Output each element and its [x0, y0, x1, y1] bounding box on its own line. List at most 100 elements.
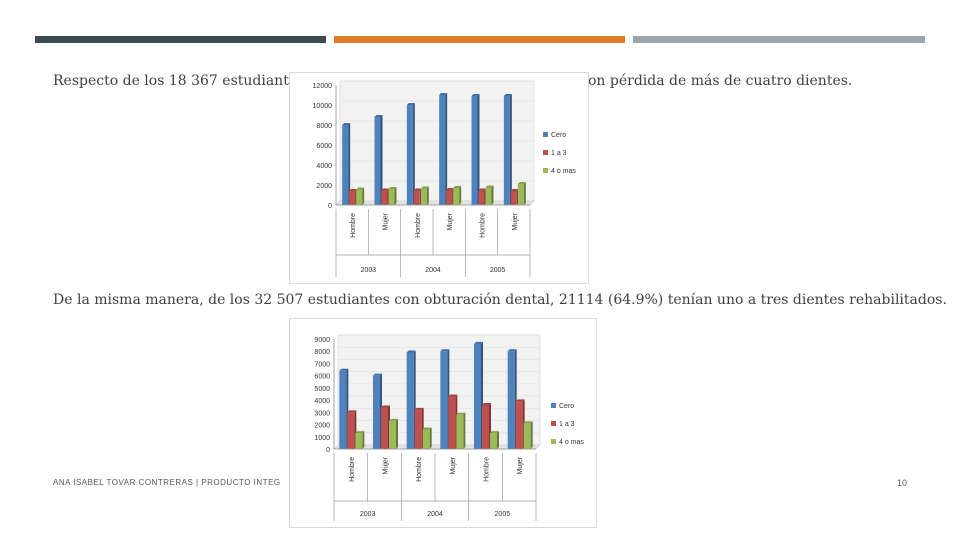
y-tick-label: 5000: [314, 386, 330, 393]
x-tick-label: Hombre: [415, 213, 422, 238]
paragraph-2: De la misma manera, de los 32 507 estudi…: [53, 292, 947, 308]
bar-top-cero: [339, 368, 349, 371]
legend-swatch: [551, 439, 556, 444]
bar-cero: [342, 125, 349, 205]
bar-side-4-o-mas: [463, 412, 466, 449]
group-label: 2003: [361, 267, 377, 274]
bar-1-a-3: [414, 409, 422, 449]
y-tick-label: 2000: [314, 423, 330, 430]
bar-1-a-3: [515, 401, 523, 449]
bar-1-a-3: [478, 190, 485, 205]
y-tick-label: 6000: [314, 374, 330, 381]
bar-top-cero: [406, 103, 415, 105]
bar-cero: [373, 375, 380, 449]
bar-top-cero: [374, 115, 383, 117]
bar-top-1-a-3: [515, 399, 525, 402]
bar-1-a-3: [381, 190, 388, 205]
bar-top-4-o-mas: [355, 431, 365, 434]
bar-top-4-o-mas: [453, 186, 462, 188]
legend-swatch: [543, 132, 548, 137]
bar-side-4-o-mas: [459, 186, 462, 205]
bar-top-1-a-3: [482, 403, 491, 405]
bar-top-cero: [507, 349, 517, 352]
bar-top-4-o-mas: [422, 427, 432, 430]
x-tick-label: Mujer: [383, 456, 390, 474]
bar-side-4-o-mas: [362, 431, 365, 449]
y-tick-label: 8000: [316, 123, 332, 130]
bar-cero: [440, 351, 448, 449]
bar-top-1-a-3: [414, 407, 424, 410]
bar-top-1-a-3: [381, 188, 390, 191]
bar-top-1-a-3: [448, 394, 458, 397]
bar-4-o-mas: [388, 189, 395, 205]
legend-label: 1 a 3: [551, 150, 567, 157]
bar-side-cero: [380, 115, 383, 205]
bar-side-4-o-mas: [497, 431, 499, 449]
bar-4-o-mas: [517, 184, 524, 205]
bar-top-1-a-3: [381, 405, 390, 408]
paragraph-1-end: on pérdida de más de cuatro dientes.: [588, 73, 853, 89]
bar-top-4-o-mas: [420, 186, 429, 189]
bar-cero: [503, 96, 510, 205]
x-tick-label: Hombre: [416, 457, 423, 482]
bar-4-o-mas: [456, 414, 464, 449]
legend-swatch: [543, 168, 548, 173]
legend-label: 4 o mas: [551, 168, 576, 175]
bar-cero: [374, 117, 381, 205]
x-tick-label: Mujer: [447, 212, 454, 230]
bar-1-a-3: [349, 191, 356, 205]
y-tick-label: 6000: [316, 143, 332, 150]
bar-4-o-mas: [355, 433, 363, 449]
bar-cero: [471, 96, 478, 205]
legend-swatch: [551, 403, 556, 408]
bar-side-4-o-mas: [396, 418, 398, 449]
bar-top-4-o-mas: [517, 182, 526, 184]
bar-top-1-a-3: [478, 188, 487, 191]
bar-cero: [507, 351, 515, 449]
bar-1-a-3: [413, 190, 420, 205]
bar-top-cero: [440, 349, 450, 352]
chart-2-svg: 0 1000 2000 3000 4000 5000 6000 7000 8000 9000 Hom…: [314, 334, 584, 521]
y-tick-label: 1000: [314, 435, 330, 442]
page-number: 10: [897, 478, 908, 488]
y-tick-label: 4000: [316, 163, 332, 170]
bar-top-cero: [503, 94, 512, 96]
bar-side-cero: [412, 103, 415, 205]
y-tick-label: 9000: [314, 337, 330, 344]
bar-side-4-o-mas: [530, 421, 533, 449]
group-label: 2005: [495, 511, 511, 518]
y-tick-label: 7000: [314, 361, 330, 368]
x-tick-label: Mujer: [512, 212, 519, 230]
bar-4-o-mas: [356, 189, 363, 205]
plot-wall: [337, 334, 541, 446]
bar-4-o-mas: [490, 433, 497, 449]
y-tick-label: 8000: [314, 349, 330, 356]
y-tick-label: 12000: [313, 83, 333, 90]
bar-top-cero: [406, 350, 416, 353]
bar-1-a-3: [448, 396, 456, 449]
legend-label: Cero: [551, 132, 566, 139]
bar-side-4-o-mas: [426, 186, 429, 205]
x-tick-label: Hombre: [480, 213, 487, 238]
chart-filled-teeth: 0 1000 2000 3000 4000 5000 6000 7000 8000 9000 Hom…: [289, 318, 597, 528]
bar-side-4-o-mas: [523, 182, 526, 205]
chart-1-svg: 0 2000 4000 6000 8000 10000 12000 Hombre Mujer Ho…: [313, 80, 576, 277]
bar-side-cero: [445, 93, 448, 205]
x-tick-label: Hombre: [350, 213, 357, 238]
bar-side-cero: [477, 94, 480, 205]
bar-side-4-o-mas: [394, 187, 397, 205]
accent-bar-orange: [334, 36, 625, 43]
bar-cero: [339, 370, 347, 449]
legend-label: 4 o mas: [559, 439, 584, 446]
bar-top-1-a-3: [510, 189, 519, 191]
x-tick-label: Hombre: [349, 457, 356, 482]
footer-author: ANA ISABEL TOVAR CONTRERAS | PRODUCTO IN…: [53, 478, 281, 487]
bar-4-o-mas: [389, 420, 396, 449]
bar-top-cero: [373, 373, 382, 376]
bar-top-1-a-3: [413, 188, 422, 191]
x-tick-label: Hombre: [484, 457, 491, 482]
legend-label: Cero: [559, 403, 574, 410]
bar-side-cero: [509, 94, 512, 205]
bar-top-4-o-mas: [356, 187, 365, 190]
group-label: 2004: [425, 267, 441, 274]
